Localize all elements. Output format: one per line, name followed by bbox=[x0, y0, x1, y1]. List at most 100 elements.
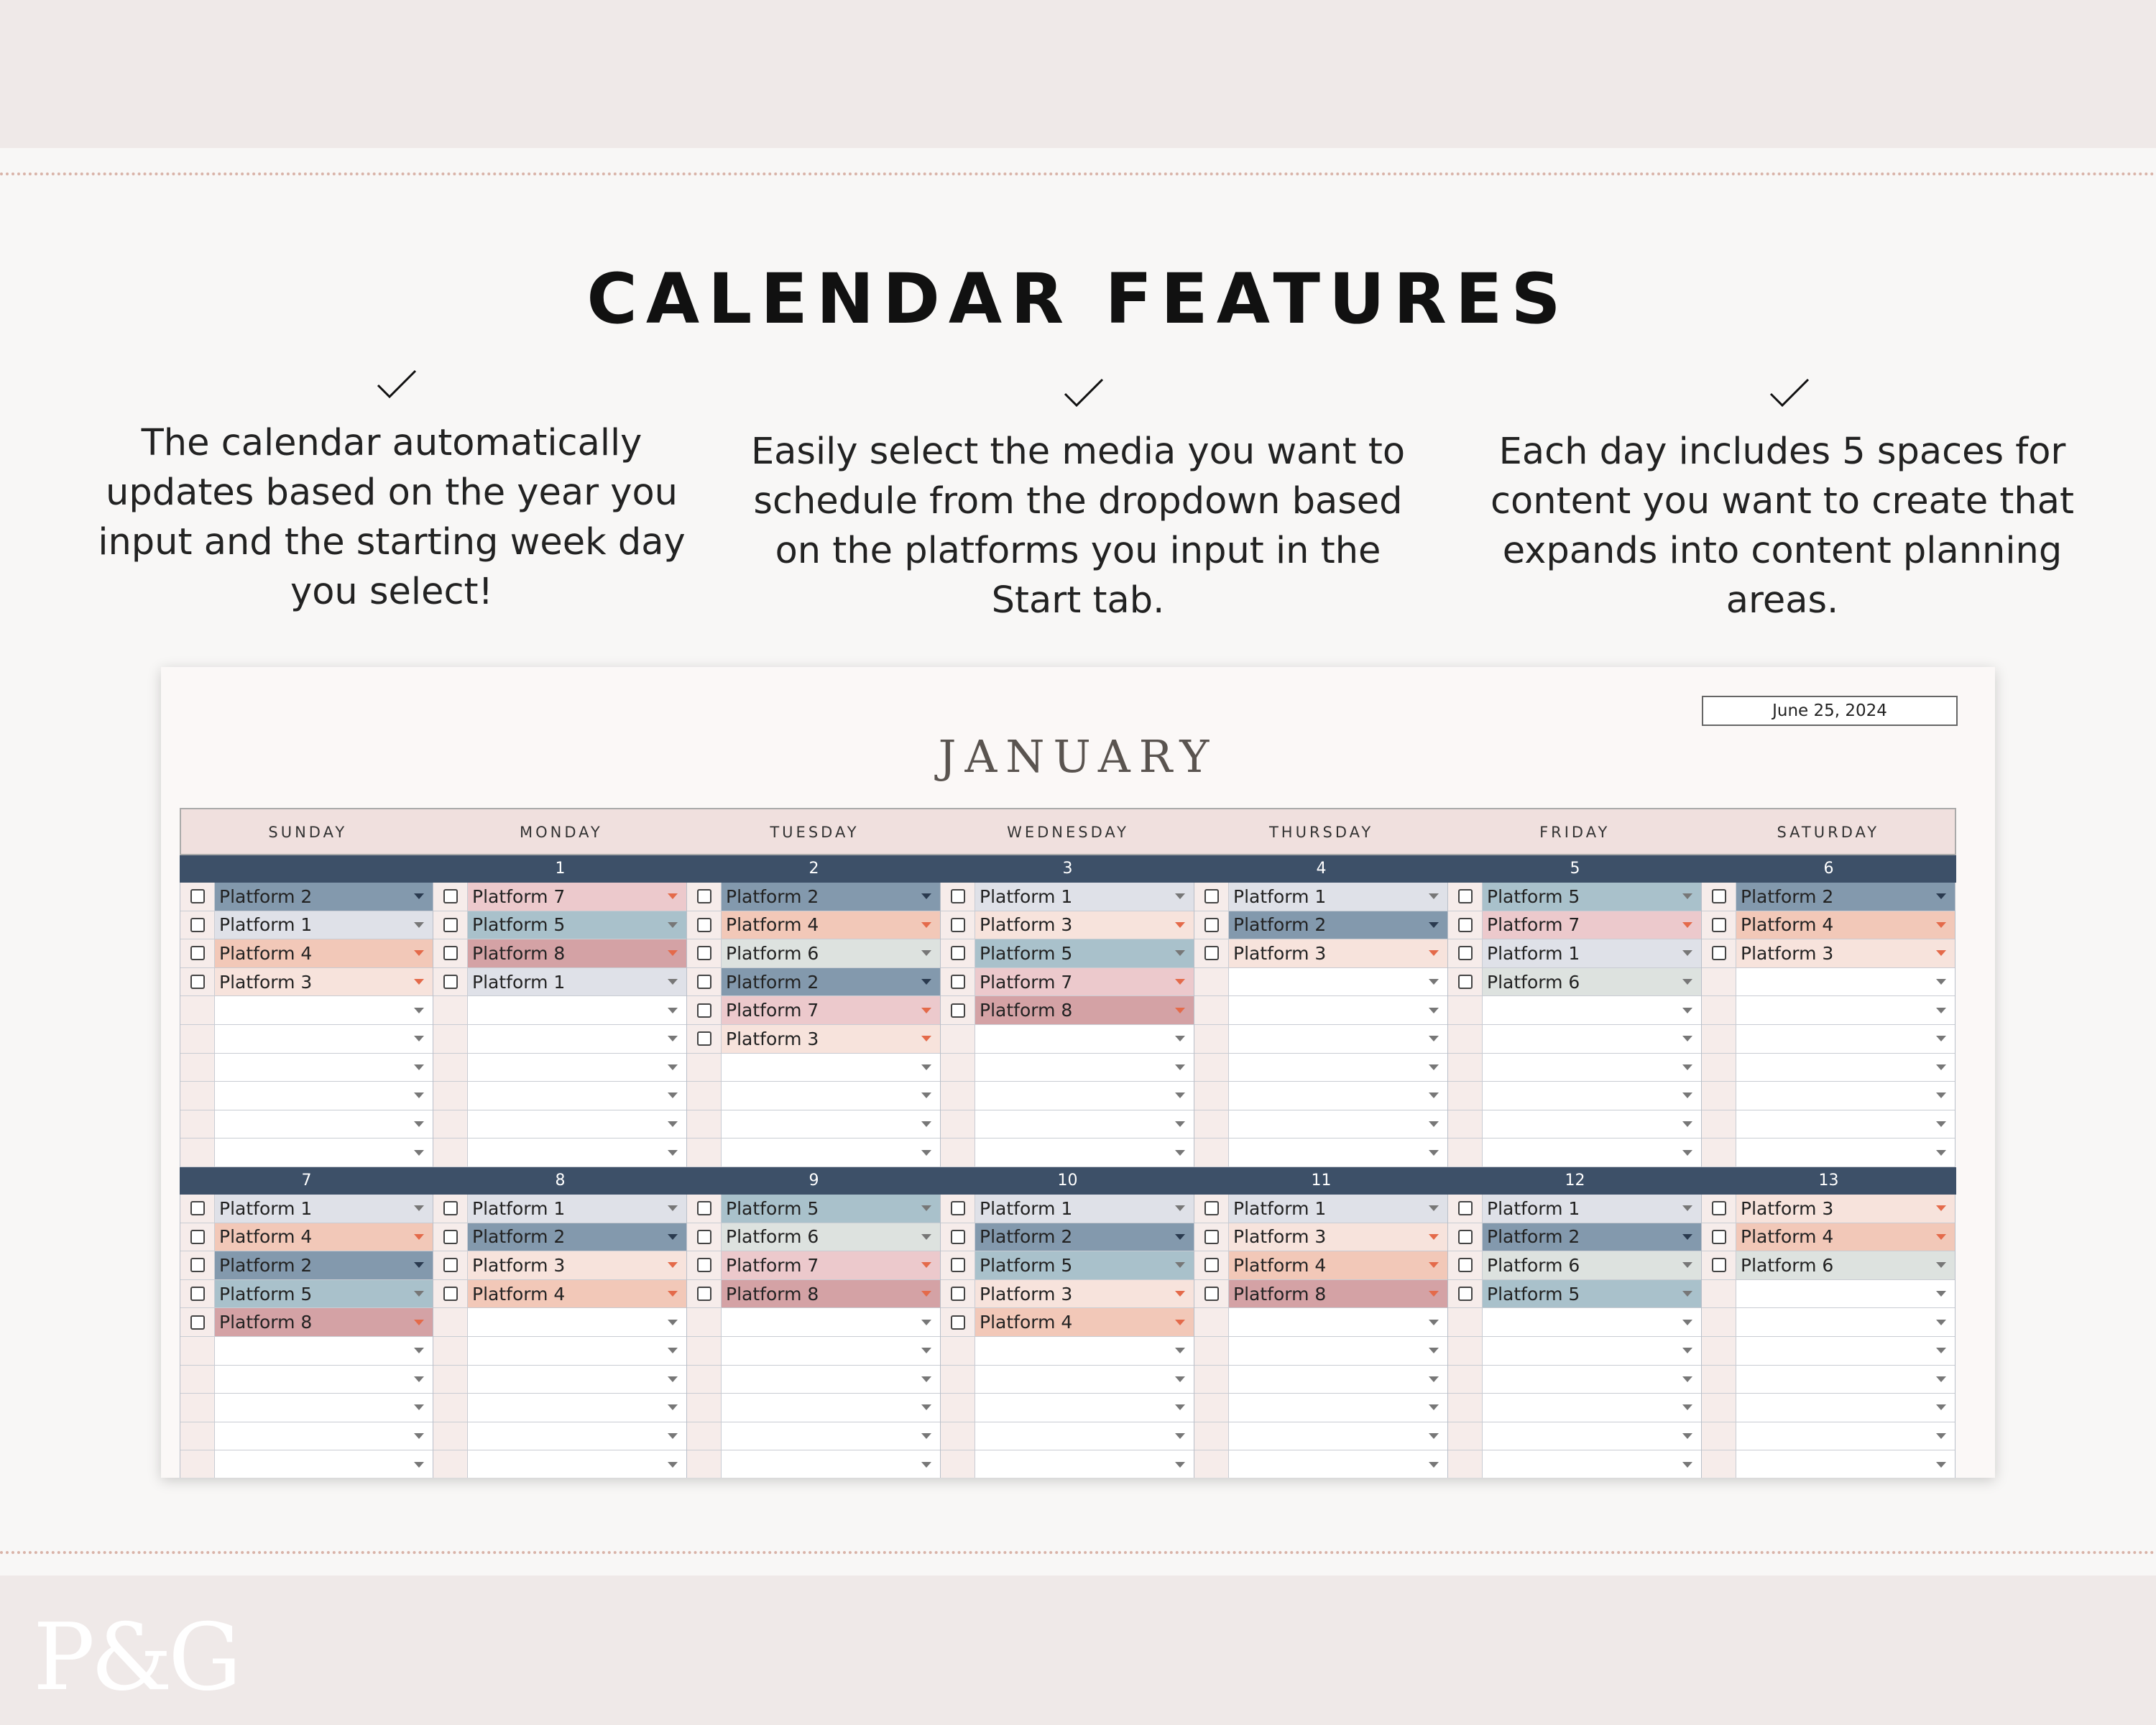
dropdown-arrow-icon[interactable] bbox=[1936, 1036, 1946, 1042]
platform-dropdown[interactable]: Platform 3 bbox=[468, 1251, 686, 1279]
dropdown-arrow-icon[interactable] bbox=[1175, 979, 1185, 985]
platform-dropdown[interactable] bbox=[1229, 967, 1447, 996]
dropdown-arrow-icon[interactable] bbox=[1682, 1064, 1692, 1070]
dropdown-arrow-icon[interactable] bbox=[414, 1319, 424, 1325]
dropdown-arrow-icon[interactable] bbox=[414, 1149, 424, 1156]
dropdown-arrow-icon[interactable] bbox=[1175, 1064, 1185, 1070]
dropdown-arrow-icon[interactable] bbox=[921, 1036, 931, 1042]
dropdown-arrow-icon[interactable] bbox=[1429, 1205, 1439, 1212]
dropdown-arrow-icon[interactable] bbox=[921, 1404, 931, 1411]
platform-dropdown[interactable]: Platform 7 bbox=[722, 996, 940, 1024]
platform-dropdown[interactable] bbox=[468, 1450, 686, 1478]
dropdown-arrow-icon[interactable] bbox=[921, 1092, 931, 1099]
platform-dropdown[interactable] bbox=[1736, 1450, 1955, 1478]
dropdown-arrow-icon[interactable] bbox=[1682, 1319, 1692, 1325]
platform-dropdown[interactable]: Platform 5 bbox=[1483, 1279, 1701, 1308]
dropdown-arrow-icon[interactable] bbox=[921, 1149, 931, 1156]
platform-dropdown[interactable] bbox=[1229, 996, 1447, 1024]
task-checkbox[interactable] bbox=[443, 1287, 458, 1302]
dropdown-arrow-icon[interactable] bbox=[1936, 1064, 1946, 1070]
dropdown-arrow-icon[interactable] bbox=[1936, 1007, 1946, 1013]
task-checkbox[interactable] bbox=[696, 1229, 711, 1244]
platform-dropdown[interactable]: Platform 8 bbox=[975, 996, 1194, 1024]
dropdown-arrow-icon[interactable] bbox=[921, 1262, 931, 1269]
dropdown-arrow-icon[interactable] bbox=[1936, 1092, 1946, 1099]
dropdown-arrow-icon[interactable] bbox=[668, 1291, 678, 1297]
platform-dropdown[interactable] bbox=[1483, 1308, 1701, 1336]
platform-dropdown[interactable] bbox=[1483, 1110, 1701, 1138]
task-checkbox[interactable] bbox=[950, 1003, 965, 1018]
dropdown-arrow-icon[interactable] bbox=[1682, 893, 1692, 900]
dropdown-arrow-icon[interactable] bbox=[1429, 1291, 1439, 1297]
platform-dropdown[interactable] bbox=[1483, 1365, 1701, 1394]
dropdown-arrow-icon[interactable] bbox=[1936, 1461, 1946, 1468]
dropdown-arrow-icon[interactable] bbox=[1175, 1319, 1185, 1325]
platform-dropdown[interactable] bbox=[1229, 1024, 1447, 1053]
dropdown-arrow-icon[interactable] bbox=[1429, 1121, 1439, 1128]
platform-dropdown[interactable]: Platform 3 bbox=[1736, 1194, 1955, 1223]
task-checkbox[interactable] bbox=[1457, 1201, 1473, 1216]
task-checkbox[interactable] bbox=[950, 1258, 965, 1273]
dropdown-arrow-icon[interactable] bbox=[921, 1121, 931, 1128]
dropdown-arrow-icon[interactable] bbox=[668, 1262, 678, 1269]
task-checkbox[interactable] bbox=[443, 889, 458, 904]
task-checkbox[interactable] bbox=[443, 975, 458, 990]
dropdown-arrow-icon[interactable] bbox=[1936, 1262, 1946, 1269]
dropdown-arrow-icon[interactable] bbox=[1429, 893, 1439, 900]
dropdown-arrow-icon[interactable] bbox=[414, 1007, 424, 1013]
platform-dropdown[interactable]: Platform 2 bbox=[1736, 883, 1955, 911]
dropdown-arrow-icon[interactable] bbox=[1429, 1007, 1439, 1013]
platform-dropdown[interactable] bbox=[468, 1082, 686, 1110]
platform-dropdown[interactable]: Platform 4 bbox=[215, 939, 433, 967]
dropdown-arrow-icon[interactable] bbox=[668, 979, 678, 985]
dropdown-arrow-icon[interactable] bbox=[1429, 950, 1439, 957]
task-checkbox[interactable] bbox=[443, 1201, 458, 1216]
dropdown-arrow-icon[interactable] bbox=[921, 1291, 931, 1297]
dropdown-arrow-icon[interactable] bbox=[668, 1064, 678, 1070]
dropdown-arrow-icon[interactable] bbox=[668, 1461, 678, 1468]
platform-dropdown[interactable] bbox=[975, 1138, 1194, 1167]
platform-dropdown[interactable] bbox=[468, 1365, 686, 1394]
dropdown-arrow-icon[interactable] bbox=[668, 893, 678, 900]
platform-dropdown[interactable] bbox=[1229, 1394, 1447, 1422]
task-checkbox[interactable] bbox=[950, 889, 965, 904]
platform-dropdown[interactable] bbox=[468, 996, 686, 1024]
platform-dropdown[interactable]: Platform 3 bbox=[1736, 939, 1955, 967]
platform-dropdown[interactable]: Platform 2 bbox=[722, 883, 940, 911]
dropdown-arrow-icon[interactable] bbox=[1936, 1319, 1946, 1325]
dropdown-arrow-icon[interactable] bbox=[414, 921, 424, 928]
task-checkbox[interactable] bbox=[1457, 946, 1473, 961]
dropdown-arrow-icon[interactable] bbox=[1936, 1404, 1946, 1411]
dropdown-arrow-icon[interactable] bbox=[921, 1319, 931, 1325]
platform-dropdown[interactable] bbox=[722, 1394, 940, 1422]
platform-dropdown[interactable] bbox=[1736, 1082, 1955, 1110]
dropdown-arrow-icon[interactable] bbox=[1936, 921, 1946, 928]
task-checkbox[interactable] bbox=[1204, 1201, 1219, 1216]
task-checkbox[interactable] bbox=[696, 975, 711, 990]
dropdown-arrow-icon[interactable] bbox=[1936, 979, 1946, 985]
task-checkbox[interactable] bbox=[1204, 946, 1219, 961]
dropdown-arrow-icon[interactable] bbox=[1175, 1432, 1185, 1439]
task-checkbox[interactable] bbox=[1204, 1229, 1219, 1244]
platform-dropdown[interactable]: Platform 2 bbox=[1229, 911, 1447, 939]
platform-dropdown[interactable] bbox=[1736, 1279, 1955, 1308]
dropdown-arrow-icon[interactable] bbox=[1682, 1404, 1692, 1411]
dropdown-arrow-icon[interactable] bbox=[1936, 1233, 1946, 1240]
dropdown-arrow-icon[interactable] bbox=[1682, 1376, 1692, 1382]
platform-dropdown[interactable] bbox=[468, 1024, 686, 1053]
platform-dropdown[interactable]: Platform 4 bbox=[1736, 911, 1955, 939]
platform-dropdown[interactable]: Platform 1 bbox=[1483, 939, 1701, 967]
platform-dropdown[interactable]: Platform 6 bbox=[1736, 1251, 1955, 1279]
platform-dropdown[interactable] bbox=[722, 1450, 940, 1478]
task-checkbox[interactable] bbox=[190, 1315, 205, 1330]
dropdown-arrow-icon[interactable] bbox=[1936, 1376, 1946, 1382]
dropdown-arrow-icon[interactable] bbox=[921, 1064, 931, 1070]
dropdown-arrow-icon[interactable] bbox=[1429, 1092, 1439, 1099]
platform-dropdown[interactable]: Platform 6 bbox=[1483, 1251, 1701, 1279]
platform-dropdown[interactable] bbox=[468, 1394, 686, 1422]
platform-dropdown[interactable] bbox=[722, 1365, 940, 1394]
dropdown-arrow-icon[interactable] bbox=[414, 1092, 424, 1099]
current-date[interactable]: June 25, 2024 bbox=[1702, 696, 1958, 726]
platform-dropdown[interactable] bbox=[215, 996, 433, 1024]
platform-dropdown[interactable] bbox=[1229, 1336, 1447, 1365]
